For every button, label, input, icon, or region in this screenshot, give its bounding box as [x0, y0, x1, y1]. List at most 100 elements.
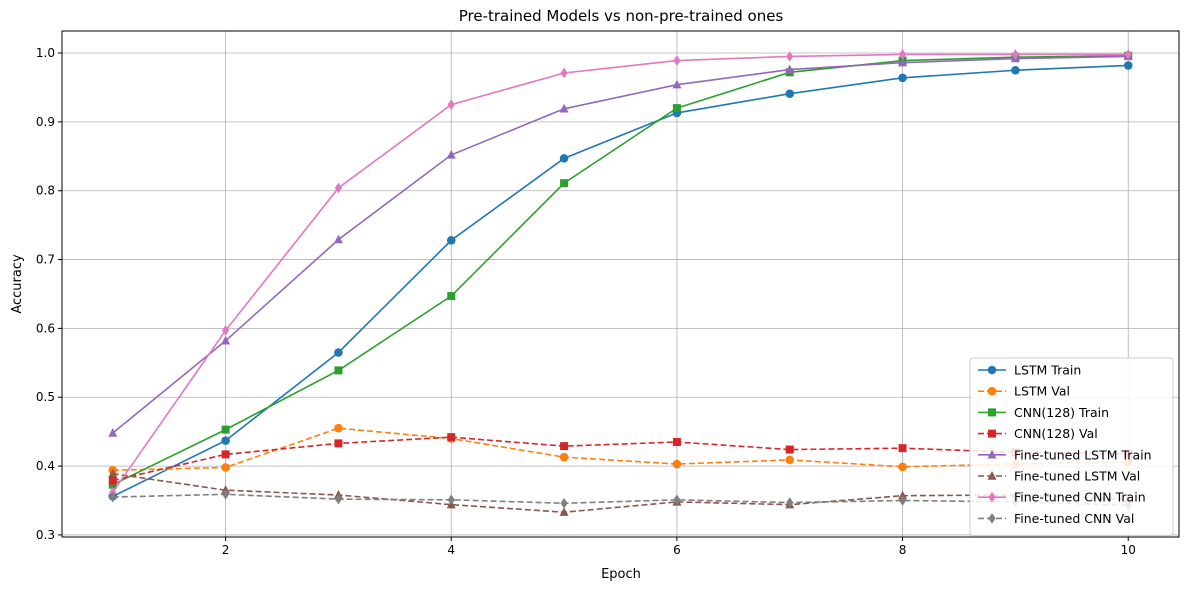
series-6	[109, 49, 1132, 498]
data-point	[108, 468, 118, 478]
series-line	[112, 64, 1129, 498]
y-axis-label: Accuracy	[10, 254, 25, 314]
data-point	[560, 67, 568, 79]
data-point	[672, 437, 681, 446]
data-point	[108, 480, 117, 489]
data-point	[221, 335, 231, 345]
data-point	[898, 490, 908, 500]
legend-label: Fine-tuned CNN Train	[1014, 490, 1146, 505]
data-point	[221, 425, 230, 434]
data-point	[785, 445, 794, 454]
data-point	[898, 57, 908, 67]
axis-ticks: 2 4 6 8 10 0.3 0.4 0.5 0.6 0.7 0.8 0.9 1.0	[36, 46, 1136, 557]
series-line	[112, 427, 1129, 472]
data-point	[1011, 49, 1019, 60]
data-point	[672, 79, 682, 89]
y-tick-label: 1.0	[36, 46, 55, 60]
data-point	[898, 49, 907, 60]
series-line	[112, 55, 1129, 434]
data-point	[898, 495, 907, 506]
legend-box	[969, 357, 1174, 537]
data-point	[334, 348, 343, 357]
data-point	[447, 292, 456, 301]
y-tick-label: 0.6	[36, 321, 55, 335]
data-point	[222, 489, 230, 500]
data-point	[221, 450, 230, 459]
data-point	[559, 507, 569, 516]
data-point	[334, 423, 343, 433]
data-point	[786, 497, 794, 508]
legend-marker	[987, 386, 997, 396]
data-point	[222, 325, 230, 336]
x-axis-label: Epoch	[601, 567, 641, 582]
legend-marker	[987, 471, 997, 480]
data-point	[898, 444, 907, 453]
data-point	[1123, 61, 1133, 70]
legend-label: Fine-tuned LSTM Val	[1014, 469, 1140, 484]
plot-frame	[61, 30, 1180, 538]
y-tick-label: 0.9	[36, 115, 55, 129]
data-point	[108, 476, 117, 485]
y-tick-label: 0.5	[36, 390, 55, 404]
data-point	[785, 64, 795, 74]
series-line	[112, 493, 1129, 507]
data-point	[221, 463, 230, 472]
x-tick-label: 6	[673, 543, 681, 557]
legend-marker	[988, 408, 996, 417]
legend-label: LSTM Val	[1014, 384, 1070, 399]
data-point	[108, 428, 118, 437]
grid	[62, 31, 1179, 537]
x-tick-label: 10	[1121, 543, 1136, 557]
series-line	[112, 436, 1129, 482]
data-point	[334, 439, 343, 448]
data-point	[673, 494, 681, 506]
data-point	[109, 491, 117, 503]
data-point	[898, 462, 907, 472]
data-point	[447, 494, 455, 506]
data-point	[785, 89, 795, 98]
data-point	[560, 497, 568, 509]
data-point	[560, 442, 569, 451]
series-layer	[108, 49, 1133, 516]
y-tick-label: 0.8	[36, 184, 55, 198]
data-point	[672, 104, 681, 113]
series-4	[108, 51, 1133, 437]
data-point	[672, 459, 682, 469]
data-point	[447, 99, 455, 110]
data-point	[786, 51, 794, 62]
legend-marker	[988, 491, 996, 503]
x-tick-label: 4	[447, 543, 455, 557]
data-point	[447, 433, 456, 442]
series-line	[112, 472, 1129, 514]
x-tick-label: 8	[899, 543, 907, 557]
legend-marker	[988, 429, 996, 438]
legend-label: CNN(128) Train	[1014, 405, 1109, 420]
y-tick-label: 0.7	[36, 253, 55, 267]
legend-label: Fine-tuned CNN Val	[1014, 511, 1134, 526]
legend-label: CNN(128) Val	[1014, 426, 1098, 441]
data-point	[560, 179, 569, 188]
series-line	[112, 54, 1129, 486]
data-point	[334, 366, 343, 375]
data-point	[446, 149, 456, 159]
data-point	[333, 234, 343, 244]
x-tick-label: 2	[222, 543, 230, 557]
legend: LSTM Train LSTM Val CNN(128) Train CNN(128)…	[969, 357, 1174, 537]
legend-marker	[987, 449, 997, 459]
data-point	[898, 73, 907, 83]
chart-title: Pre-trained Models vs non-pre-trained on…	[459, 7, 784, 25]
data-point	[559, 154, 569, 163]
data-point	[1124, 49, 1132, 60]
data-point	[785, 455, 795, 465]
data-point	[559, 452, 569, 462]
series-line	[112, 53, 1129, 493]
legend-marker	[987, 365, 997, 375]
data-point	[446, 235, 456, 245]
data-point	[559, 103, 569, 113]
data-point	[334, 493, 343, 505]
data-point	[673, 55, 681, 66]
legend-label: LSTM Train	[1014, 363, 1081, 378]
legend-marker	[988, 513, 996, 524]
data-point	[1011, 65, 1020, 75]
